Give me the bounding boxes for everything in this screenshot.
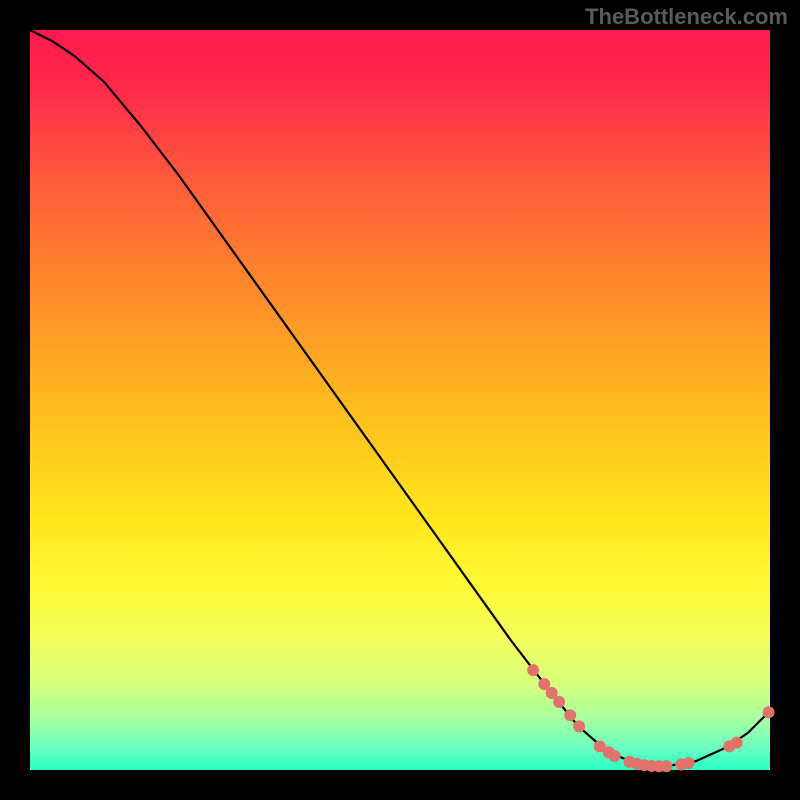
data-marker	[527, 664, 539, 676]
plot-area	[30, 30, 770, 770]
data-marker	[573, 720, 585, 732]
data-marker	[683, 757, 695, 769]
watermark-text: TheBottleneck.com	[585, 4, 788, 30]
bottleneck-chart	[0, 0, 800, 800]
chart-container: TheBottleneck.com	[0, 0, 800, 800]
data-marker	[553, 696, 565, 708]
data-marker	[660, 760, 672, 772]
data-marker	[731, 737, 743, 749]
data-marker	[564, 709, 576, 721]
data-marker	[763, 706, 775, 718]
data-marker	[609, 750, 621, 762]
